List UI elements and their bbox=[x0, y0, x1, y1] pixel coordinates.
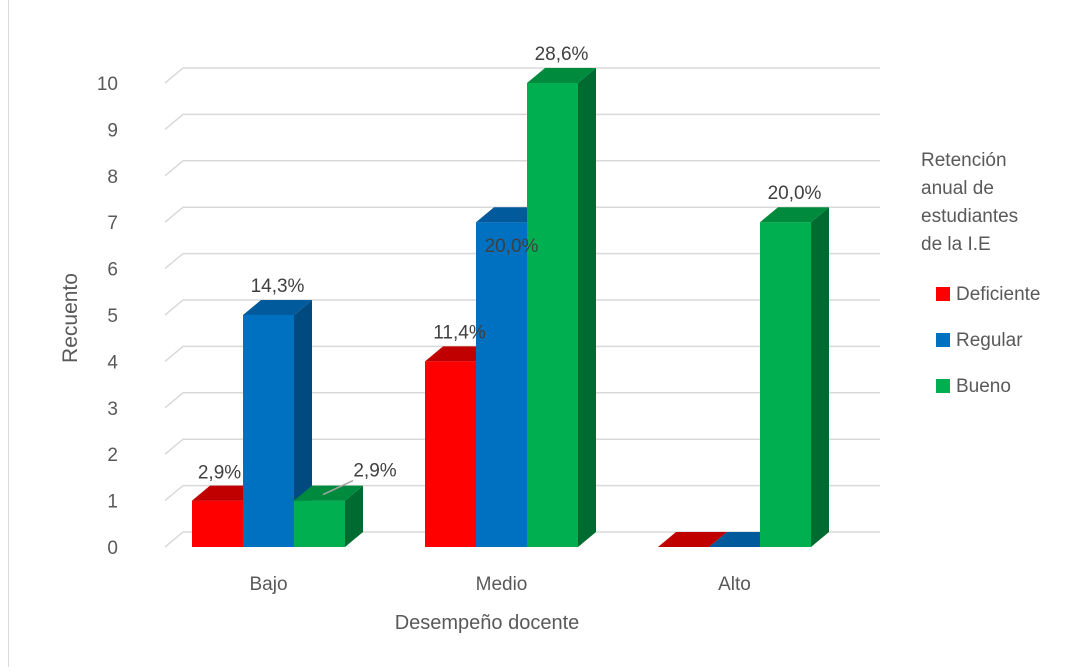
x-tick-label: Alto bbox=[718, 574, 751, 595]
gridline bbox=[164, 531, 880, 548]
data-labels: 2,9% 14,3% 2,9% 11,4% 20,0% 28,6% 20,0% bbox=[198, 44, 822, 496]
legend-swatch bbox=[936, 379, 950, 393]
bar-deficiente-alto bbox=[658, 532, 727, 547]
y-tick-label: 3 bbox=[107, 399, 118, 420]
bar-top bbox=[243, 300, 312, 315]
gridline bbox=[164, 438, 880, 455]
legend-label: Deficiente bbox=[956, 284, 1041, 305]
x-axis-ticks: Bajo Medio Alto bbox=[249, 574, 750, 595]
bar-top bbox=[294, 485, 363, 501]
legend-item-regular: Regular bbox=[936, 330, 1023, 351]
x-tick-label: Bajo bbox=[249, 574, 287, 595]
gridline bbox=[164, 299, 880, 316]
bar-regular-bajo bbox=[243, 300, 312, 547]
legend: Retención anual de estudiantes de la I.E… bbox=[921, 150, 1041, 397]
gridline bbox=[164, 345, 880, 362]
bar-front bbox=[294, 500, 345, 547]
gridline bbox=[164, 392, 880, 409]
x-axis-title: Desempeño docente bbox=[395, 612, 580, 634]
y-tick-label: 10 bbox=[97, 74, 118, 95]
y-tick-label: 8 bbox=[107, 167, 118, 188]
legend-swatch bbox=[936, 333, 950, 347]
bar-front bbox=[476, 222, 527, 547]
x-tick-label: Medio bbox=[476, 574, 528, 595]
bar-side bbox=[811, 207, 829, 547]
y-tick-label: 5 bbox=[107, 306, 118, 327]
data-label: 14,3% bbox=[251, 276, 305, 297]
legend-swatch bbox=[936, 287, 950, 301]
data-label: 20,0% bbox=[768, 183, 822, 204]
bar-top bbox=[760, 207, 829, 223]
leader-line bbox=[322, 479, 354, 496]
data-label: 2,9% bbox=[198, 463, 241, 484]
data-label: 20,0% bbox=[485, 236, 539, 257]
data-label: 28,6% bbox=[535, 44, 589, 65]
y-tick-label: 4 bbox=[107, 352, 118, 373]
bar-front bbox=[425, 361, 476, 547]
data-label: 11,4% bbox=[433, 322, 486, 343]
y-tick-label: 7 bbox=[107, 213, 118, 234]
bar-front bbox=[760, 222, 811, 547]
bar-front bbox=[192, 500, 243, 547]
gridline bbox=[164, 252, 880, 270]
y-tick-label: 9 bbox=[107, 120, 118, 141]
y-tick-label: 1 bbox=[107, 492, 118, 513]
gridline bbox=[164, 67, 880, 84]
legend-item-bueno: Bueno bbox=[936, 376, 1011, 397]
y-axis-title: Recuento bbox=[59, 273, 82, 363]
gridline bbox=[164, 206, 880, 223]
bar-top bbox=[527, 68, 596, 83]
gridlines bbox=[164, 67, 880, 548]
bar-front bbox=[527, 83, 578, 547]
y-tick-label: 0 bbox=[107, 538, 118, 559]
bars bbox=[192, 68, 829, 547]
legend-label: Bueno bbox=[956, 376, 1011, 397]
gridline bbox=[164, 113, 880, 130]
bar-top bbox=[658, 532, 727, 547]
bar-bueno-medio bbox=[527, 68, 596, 547]
gridline bbox=[164, 160, 880, 177]
bar-side bbox=[294, 300, 312, 547]
y-tick-label: 2 bbox=[107, 445, 118, 466]
legend-title: Retención anual de estudiantes de la I.E bbox=[921, 150, 1023, 255]
legend-label: Regular bbox=[956, 330, 1023, 351]
legend-item-deficiente: Deficiente bbox=[936, 284, 1041, 305]
data-label: 2,9% bbox=[353, 461, 396, 482]
y-axis-ticks: 0 1 2 3 4 5 6 7 8 9 10 bbox=[97, 74, 119, 559]
bar-side bbox=[345, 485, 363, 547]
gridline bbox=[164, 484, 880, 502]
chart-border bbox=[8, 0, 9, 667]
bar-bueno-bajo bbox=[294, 485, 363, 547]
bar-bueno-alto bbox=[760, 207, 829, 547]
y-tick-label: 6 bbox=[107, 260, 118, 281]
bar-front bbox=[243, 315, 294, 547]
bar-side bbox=[578, 68, 596, 547]
